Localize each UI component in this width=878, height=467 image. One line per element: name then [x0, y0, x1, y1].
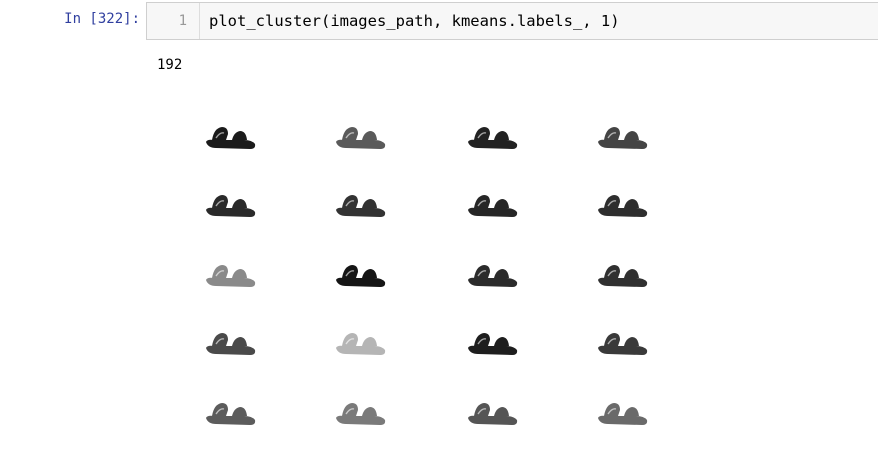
cluster-thumbnail	[190, 244, 270, 304]
sandal-icon	[206, 265, 256, 287]
sandal-icon	[336, 403, 386, 425]
sandal-icon	[336, 127, 386, 149]
cluster-thumbnail	[452, 382, 532, 442]
sandal-icon	[468, 127, 518, 149]
cluster-thumbnail	[190, 174, 270, 234]
cluster-thumbnail	[582, 174, 662, 234]
cluster-thumbnail	[452, 312, 532, 372]
cluster-thumbnail	[320, 244, 400, 304]
cluster-thumbnail	[320, 174, 400, 234]
cluster-thumbnail	[582, 382, 662, 442]
sandal-icon	[598, 403, 648, 425]
sandal-icon	[336, 333, 386, 355]
sandal-icon	[336, 265, 386, 287]
sandal-icon	[468, 333, 518, 355]
sandal-icon	[206, 195, 256, 217]
line-number-gutter: 1	[147, 3, 200, 39]
sandal-icon	[468, 403, 518, 425]
cluster-thumbnail	[320, 106, 400, 166]
sandal-icon	[598, 127, 648, 149]
cluster-thumbnail	[190, 106, 270, 166]
sandal-icon	[598, 333, 648, 355]
output-count: 192	[157, 57, 183, 73]
code-editor[interactable]: 1 plot_cluster(images_path, kmeans.label…	[146, 2, 878, 40]
sandal-icon	[468, 195, 518, 217]
cluster-image-grid	[180, 100, 700, 440]
sandal-icon	[206, 333, 256, 355]
cluster-thumbnail	[320, 382, 400, 442]
cluster-thumbnail	[190, 312, 270, 372]
sandal-icon	[598, 195, 648, 217]
cluster-thumbnail	[452, 106, 532, 166]
cluster-thumbnail	[190, 382, 270, 442]
sandal-icon	[598, 265, 648, 287]
sandal-icon	[468, 265, 518, 287]
cluster-thumbnail	[582, 106, 662, 166]
cluster-thumbnail	[582, 244, 662, 304]
code-cell[interactable]: In [322]: 1 plot_cluster(images_path, km…	[0, 0, 878, 60]
sandal-icon	[206, 403, 256, 425]
sandal-icon	[206, 127, 256, 149]
line-number: 1	[178, 13, 187, 29]
cluster-thumbnail	[320, 312, 400, 372]
cluster-thumbnail	[452, 174, 532, 234]
sandal-icon	[336, 195, 386, 217]
code-text[interactable]: plot_cluster(images_path, kmeans.labels_…	[209, 12, 620, 30]
input-prompt: In [322]:	[64, 11, 140, 27]
cluster-thumbnail	[582, 312, 662, 372]
cluster-thumbnail	[452, 244, 532, 304]
